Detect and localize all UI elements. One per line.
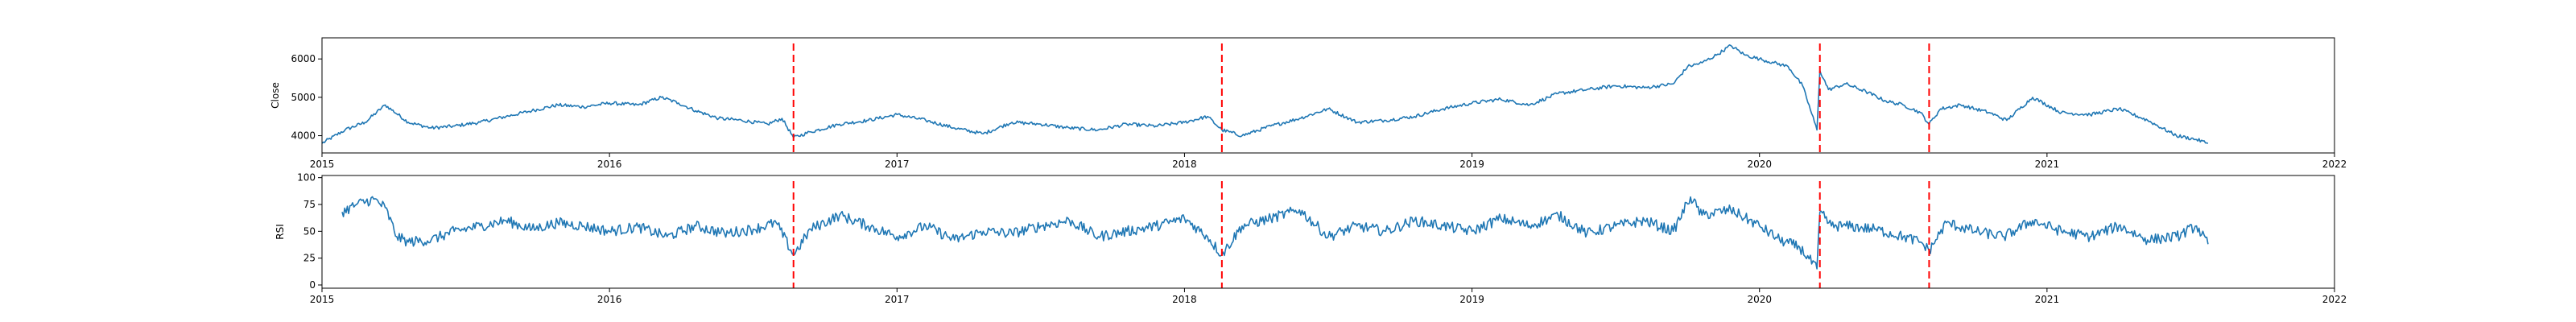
close-x-tick-label-4: 2019 bbox=[1459, 159, 1484, 170]
rsi-ticks: 2015 2016 2017 2018 2019 2020 2021 2022 0 25 50 75 1… bbox=[297, 172, 2347, 305]
close-ylabel: Close bbox=[270, 82, 281, 109]
rsi-axes-frame bbox=[321, 175, 2335, 289]
rsi-x-tick-label-3: 2018 bbox=[1172, 294, 1197, 305]
close-x-tick-label-2: 2017 bbox=[885, 159, 910, 170]
close-subplot: 2015 2016 2017 2018 2019 2020 2021 2022 4000 5000… bbox=[270, 37, 2347, 170]
rsi-ylabel: RSI bbox=[275, 224, 286, 240]
rsi-x-tick-label-5: 2020 bbox=[1747, 294, 1772, 305]
close-ticks: 2015 2016 2017 2018 2019 2020 2021 2022 4000 5000… bbox=[291, 53, 2347, 170]
rsi-y-tick-label-2: 50 bbox=[303, 225, 316, 237]
rsi-y-tick-label-3: 75 bbox=[303, 199, 316, 210]
rsi-x-tick-label-4: 2019 bbox=[1459, 294, 1484, 305]
close-y-tick-label-1: 5000 bbox=[291, 92, 316, 103]
close-series-line-0 bbox=[321, 44, 2209, 144]
rsi-y-tick-label-1: 25 bbox=[303, 253, 316, 264]
rsi-y-tick-label-4: 100 bbox=[297, 172, 316, 184]
close-x-tick-label-5: 2020 bbox=[1747, 159, 1772, 170]
close-y-tick-label-2: 6000 bbox=[291, 53, 316, 64]
close-y-tick-label-0: 4000 bbox=[291, 130, 316, 142]
close-x-tick-label-0: 2015 bbox=[310, 159, 335, 170]
rsi-series-line-0 bbox=[341, 196, 2209, 270]
rsi-x-tick-label-6: 2021 bbox=[2035, 294, 2060, 305]
rsi-x-tick-label-7: 2022 bbox=[2322, 294, 2347, 305]
rsi-y-tick-label-0: 0 bbox=[309, 279, 316, 291]
close-axes-frame bbox=[321, 37, 2335, 154]
close-x-tick-label-7: 2022 bbox=[2322, 159, 2347, 170]
rsi-subplot: 2015 2016 2017 2018 2019 2020 2021 2022 0 25 50 75 1… bbox=[275, 172, 2347, 305]
rsi-plot-area bbox=[341, 181, 2209, 288]
rsi-x-tick-label-0: 2015 bbox=[310, 294, 335, 305]
rsi-x-tick-label-2: 2017 bbox=[885, 294, 910, 305]
rsi-x-tick-label-1: 2016 bbox=[597, 294, 622, 305]
close-x-tick-label-6: 2021 bbox=[2035, 159, 2060, 170]
close-plot-area bbox=[321, 43, 2209, 153]
close-x-tick-label-1: 2016 bbox=[597, 159, 622, 170]
close-x-tick-label-3: 2018 bbox=[1172, 159, 1197, 170]
